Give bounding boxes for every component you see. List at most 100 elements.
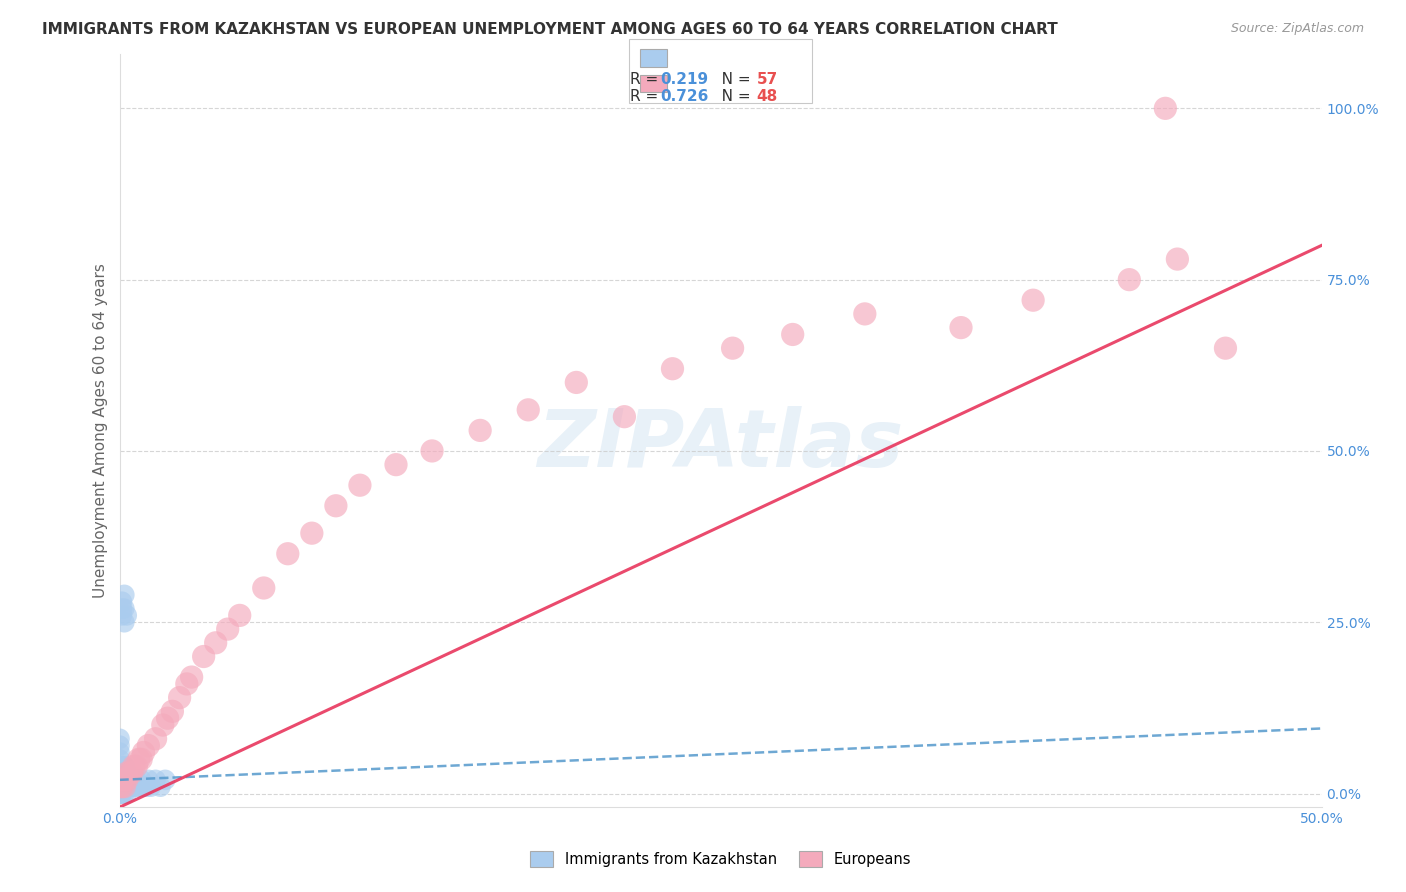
Point [128, 752, 150, 766]
Point [108, 787, 131, 801]
Text: 0.726: 0.726 [661, 89, 709, 104]
Point [112, 601, 135, 615]
Point [112, 588, 135, 602]
Point [132, 780, 155, 794]
Point [1215, 341, 1237, 355]
Point [122, 759, 145, 773]
Point [108, 731, 131, 746]
Point [153, 772, 176, 787]
Point [115, 766, 138, 780]
Point [125, 780, 148, 794]
Text: N =: N = [707, 89, 756, 104]
Point [108, 780, 131, 794]
Point [115, 787, 138, 801]
Point [108, 772, 131, 787]
Point [108, 780, 131, 794]
Legend: Immigrants from Kazakhstan, Europeans: Immigrants from Kazakhstan, Europeans [522, 842, 920, 875]
Point [108, 759, 131, 773]
Point [149, 780, 172, 794]
Point [162, 704, 184, 718]
Point [129, 772, 152, 787]
Point [108, 766, 131, 780]
Point [853, 307, 876, 321]
Point [112, 615, 135, 630]
Point [125, 759, 148, 773]
Text: Source: ZipAtlas.com: Source: ZipAtlas.com [1230, 22, 1364, 36]
Point [115, 608, 138, 623]
Point [112, 780, 135, 794]
Point [129, 752, 152, 766]
Point [108, 787, 131, 801]
Point [108, 772, 131, 787]
Point [565, 376, 588, 390]
Point [111, 772, 134, 787]
Point [115, 780, 138, 794]
Point [108, 759, 131, 773]
Text: 48: 48 [756, 89, 778, 104]
Point [325, 499, 347, 513]
Point [122, 780, 145, 794]
Point [112, 772, 135, 787]
Point [1022, 293, 1045, 308]
Point [253, 581, 276, 595]
Point [138, 772, 160, 787]
Point [115, 772, 138, 787]
Point [111, 608, 134, 623]
Text: N =: N = [707, 71, 756, 87]
Text: ZIPAtlas: ZIPAtlas [537, 407, 904, 484]
Point [111, 601, 134, 615]
Point [115, 772, 138, 787]
Point [152, 718, 174, 732]
Point [517, 402, 540, 417]
Point [118, 780, 141, 794]
Point [613, 409, 636, 424]
Point [204, 636, 226, 650]
Point [1154, 101, 1177, 115]
Point [145, 772, 167, 787]
Point [111, 780, 134, 794]
Point [108, 787, 131, 801]
Point [108, 766, 131, 780]
Point [145, 731, 167, 746]
Point [118, 766, 141, 780]
Point [118, 772, 141, 787]
Text: IMMIGRANTS FROM KAZAKHSTAN VS EUROPEAN UNEMPLOYMENT AMONG AGES 60 TO 64 YEARS CO: IMMIGRANTS FROM KAZAKHSTAN VS EUROPEAN U… [42, 22, 1057, 37]
Point [121, 780, 143, 794]
Text: 0.219: 0.219 [661, 71, 709, 87]
Point [176, 677, 198, 691]
Point [121, 772, 143, 787]
Point [180, 670, 202, 684]
Point [156, 711, 179, 725]
Point [349, 478, 371, 492]
Point [135, 780, 157, 794]
Point [132, 746, 155, 760]
Point [782, 327, 804, 342]
Point [122, 772, 145, 787]
Point [193, 649, 215, 664]
Point [228, 608, 252, 623]
Point [468, 424, 492, 438]
Point [217, 622, 239, 636]
Point [111, 759, 134, 773]
Text: R =: R = [630, 89, 664, 104]
Point [128, 780, 150, 794]
Point [111, 780, 134, 794]
Point [277, 547, 299, 561]
Point [169, 690, 191, 705]
Point [112, 772, 135, 787]
Point [111, 780, 134, 794]
Point [111, 595, 134, 609]
Text: 57: 57 [756, 71, 778, 87]
Text: R =: R = [630, 71, 664, 87]
Point [112, 787, 135, 801]
Point [721, 341, 744, 355]
Point [108, 780, 131, 794]
Point [108, 780, 131, 794]
Point [115, 766, 138, 780]
Point [949, 320, 972, 334]
Point [108, 746, 131, 760]
Point [139, 780, 162, 794]
Point [385, 458, 408, 472]
Point [420, 444, 443, 458]
Point [138, 739, 160, 753]
